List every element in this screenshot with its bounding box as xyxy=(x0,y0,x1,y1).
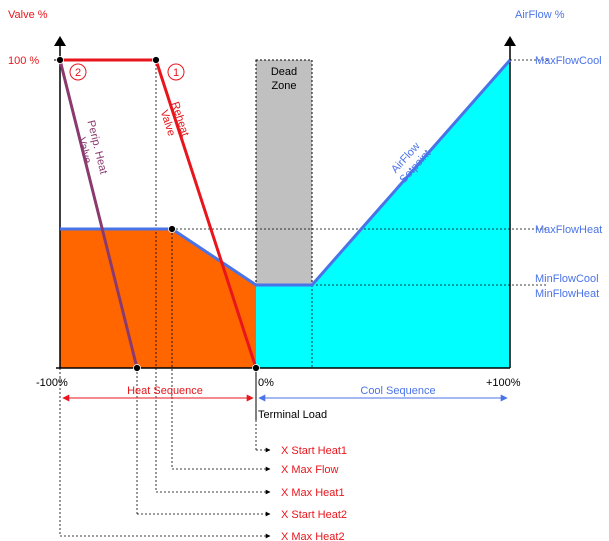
heat-sequence-label: Heat Sequence xyxy=(127,385,203,397)
x-min-label: -100% xyxy=(36,377,68,389)
airflow-percent-label: AirFlow % xyxy=(515,9,565,21)
perip-heat-valve-curve xyxy=(58,59,139,369)
valve-percent-label: Valve % xyxy=(8,9,48,21)
param-x-max-flow: X Max Flow xyxy=(281,464,339,476)
point-start-heat1 xyxy=(252,364,260,372)
min-flow-cool-label: MinFlowCool xyxy=(535,273,599,285)
valve-100-label: 100 % xyxy=(8,55,39,67)
right-y-axis-arrow xyxy=(504,36,516,46)
circle-marker-2 xyxy=(69,63,87,81)
x-zero-label: 0% xyxy=(258,377,274,389)
control-points xyxy=(56,56,260,372)
circle-marker-2-label: 2 xyxy=(75,67,81,79)
dead-zone-label-line1: Dead xyxy=(271,66,297,78)
point-max-heat1 xyxy=(152,56,160,64)
max-flow-cool-label: MaxFlowCool xyxy=(535,55,602,67)
airflow-setpoint-curve xyxy=(60,59,512,287)
point-max-flow xyxy=(168,225,176,233)
point-max-heat2 xyxy=(56,56,64,64)
dead-zone-box xyxy=(255,59,313,286)
cool-area-fill xyxy=(256,60,510,368)
param-x-max-heat2: X Max Heat2 xyxy=(281,531,345,541)
x-max-label: +100% xyxy=(486,377,521,389)
point-start-heat2 xyxy=(133,364,141,372)
left-y-axis-arrow xyxy=(54,36,66,46)
dead-zone-label-line2: Zone xyxy=(271,80,296,92)
terminal-load-label: Terminal Load xyxy=(258,409,327,421)
param-x-start-heat1: X Start Heat1 xyxy=(281,445,347,457)
axes xyxy=(54,36,516,420)
cool-sequence-label: Cool Sequence xyxy=(360,385,435,397)
heat-area-fill xyxy=(60,229,256,368)
circle-marker-1-label: 1 xyxy=(173,67,179,79)
min-flow-heat-label: MinFlowHeat xyxy=(535,288,599,300)
max-flow-heat-label: MaxFlowHeat xyxy=(535,224,602,236)
circle-marker-1 xyxy=(167,63,185,81)
param-x-max-heat1: X Max Heat1 xyxy=(281,487,345,499)
param-x-start-heat2: X Start Heat2 xyxy=(281,509,347,521)
